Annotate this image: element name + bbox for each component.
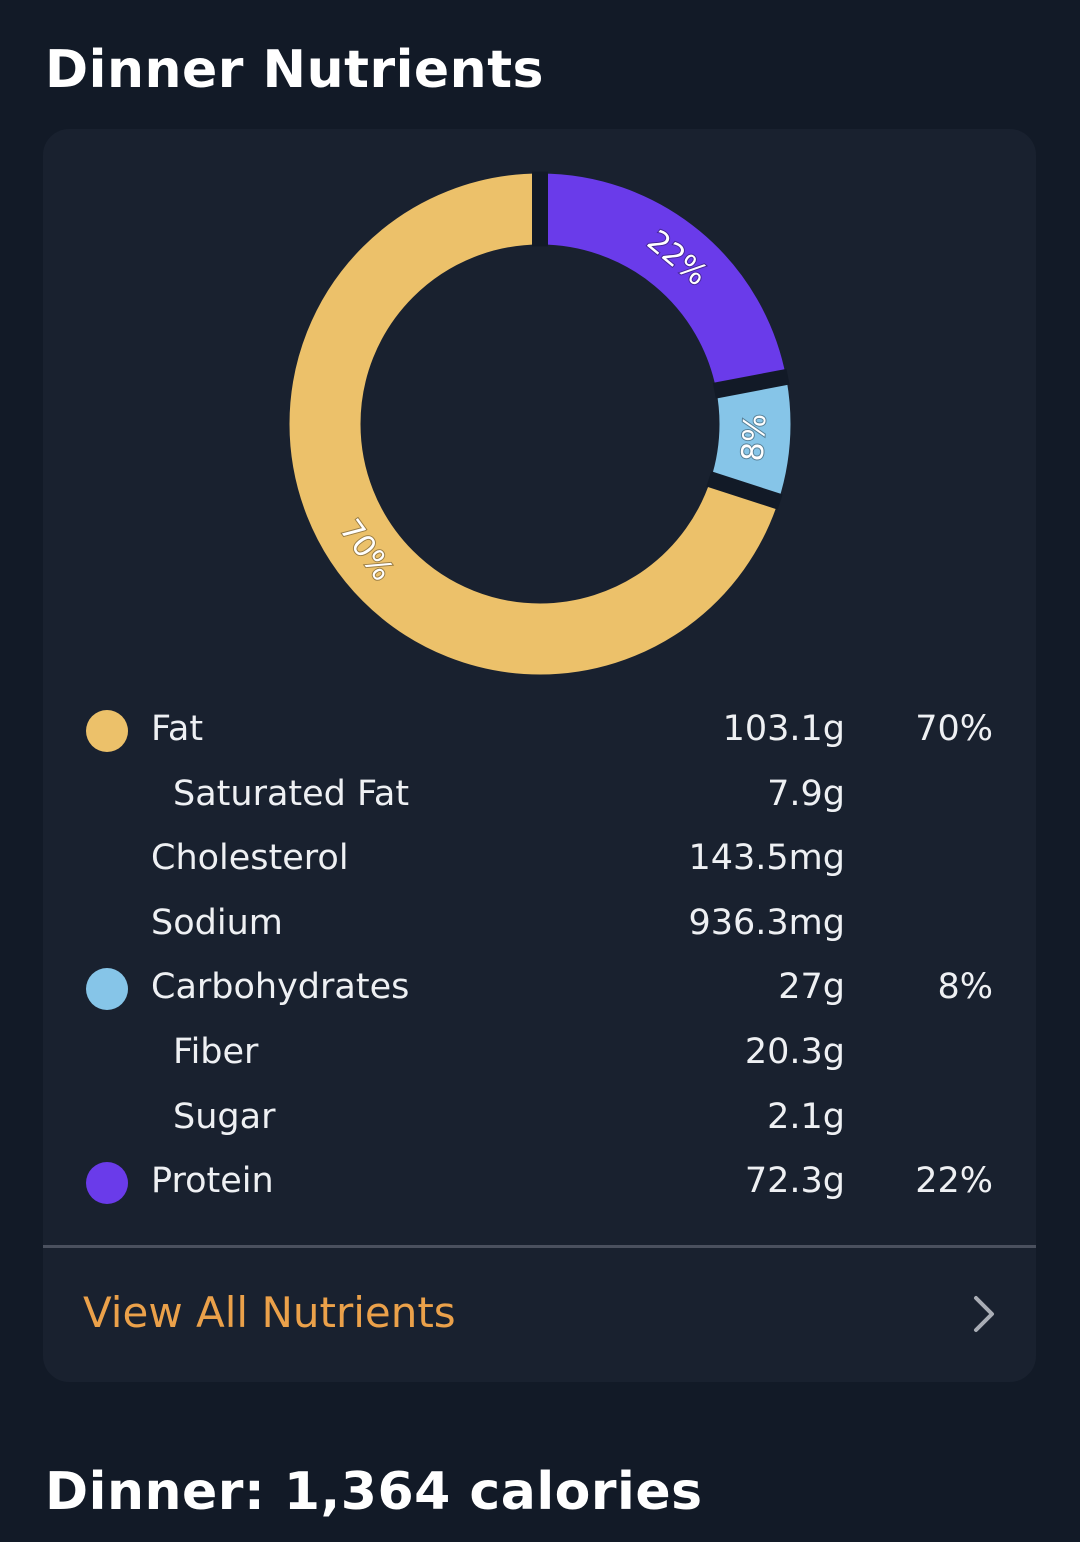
donut-chart: 22%8%70% <box>289 171 791 675</box>
divider <box>43 1245 1036 1248</box>
nutrient-row: Fiber 20.3g <box>43 1022 1036 1086</box>
nutrient-amount: 2.1g <box>767 1096 845 1137</box>
view-all-nutrients-label: View All Nutrients <box>83 1288 456 1337</box>
page-title: Dinner Nutrients <box>45 40 545 100</box>
nutrient-row: Carbohydrates 27g 8% <box>43 957 1036 1021</box>
nutrient-row: Sugar 2.1g <box>43 1087 1036 1151</box>
legend-dot <box>86 710 128 752</box>
nutrient-row: Saturated Fat 7.9g <box>43 764 1036 828</box>
slice-gap <box>706 471 783 510</box>
nutrient-row: Fat 103.1g 70% <box>43 699 1036 763</box>
nutrient-amount: 72.3g <box>744 1161 845 1202</box>
nutrient-percent: 8% <box>937 967 993 1008</box>
slice-gap <box>712 368 790 399</box>
nutrient-label: Protein <box>151 1161 274 1202</box>
nutrient-label: Carbohydrates <box>151 967 410 1008</box>
nutrient-amount: 103.1g <box>722 709 845 749</box>
chevron-right-icon <box>974 1296 994 1332</box>
nutrient-percent: 22% <box>915 1161 993 1202</box>
donut-slice-carbohydrates <box>289 173 791 675</box>
nutrients-card: 22% 8% 70% Fat 103.1g 70% Saturated Fat 7.9g Ch… <box>43 129 1036 1382</box>
nutrient-amount: 20.3g <box>744 1032 845 1072</box>
nutrient-label: Fat <box>151 709 204 749</box>
nutrient-label: Sugar <box>173 1096 276 1137</box>
legend-dot <box>86 968 128 1011</box>
legend-dot <box>86 1162 128 1205</box>
nutrient-label: Fiber <box>173 1032 259 1072</box>
nutrient-row: Sodium 936.3mg <box>43 893 1036 957</box>
nutrient-amount: 936.3mg <box>688 902 845 943</box>
nutrient-amount: 7.9g <box>767 773 845 814</box>
dinner-calories-heading: Dinner: 1,364 calories <box>45 1462 703 1522</box>
nutrient-amount: 143.5mg <box>688 838 845 879</box>
nutrient-label: Sodium <box>151 902 283 943</box>
nutrient-percent: 70% <box>915 709 993 749</box>
nutrient-row: Protein 72.3g 22% <box>43 1151 1036 1215</box>
view-all-nutrients-button[interactable]: View All Nutrients <box>43 1248 1036 1382</box>
nutrient-row: Cholesterol 143.5mg <box>43 828 1036 892</box>
nutrient-label: Cholesterol <box>151 838 349 879</box>
nutrient-label: Saturated Fat <box>173 773 410 814</box>
nutrient-amount: 27g <box>778 967 845 1008</box>
slice-label: 8% <box>736 413 774 463</box>
